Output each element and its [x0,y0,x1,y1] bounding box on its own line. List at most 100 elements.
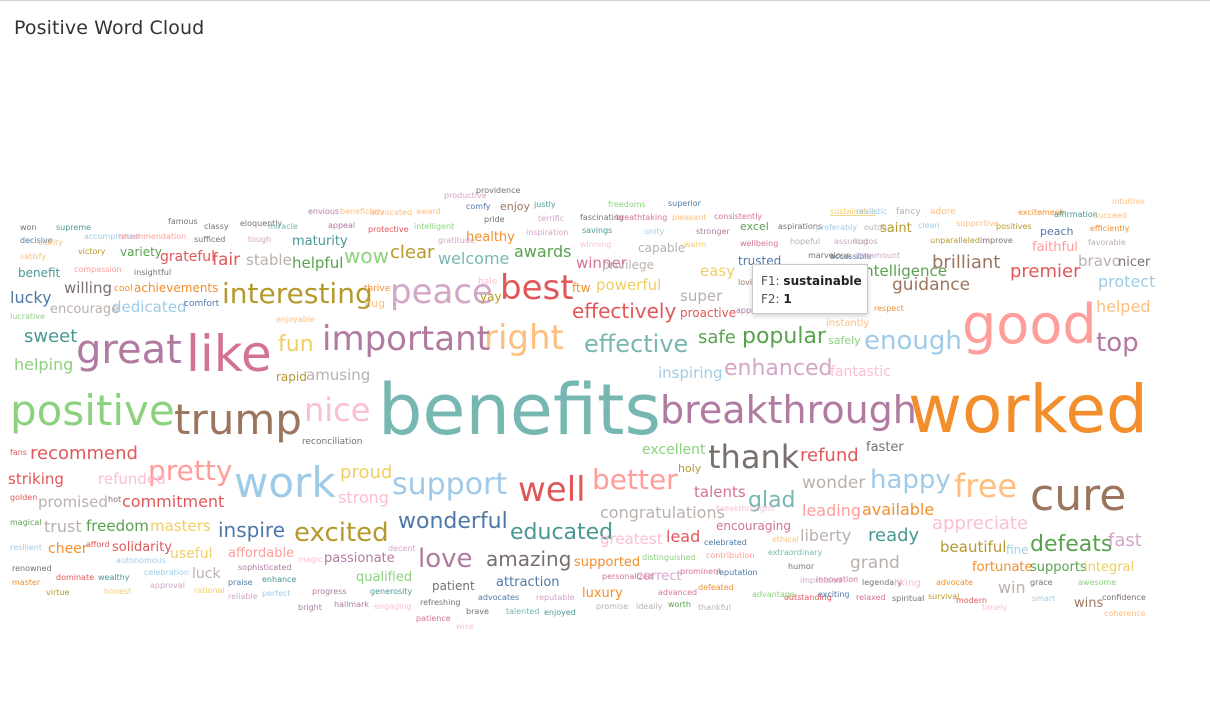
cloud-word-fans[interactable]: fans [10,448,27,457]
cloud-word-hallmark[interactable]: hallmark [334,600,369,609]
cloud-word-coherence[interactable]: coherence [1104,609,1146,618]
cloud-word-reputation[interactable]: reputation [716,568,758,577]
cloud-word-comfort[interactable]: comfort [184,299,220,309]
cloud-word-golden[interactable]: golden [10,493,37,502]
cloud-word-enhance[interactable]: enhance [262,575,296,584]
cloud-word-variety[interactable]: variety [120,245,162,259]
cloud-word-outdo[interactable]: outdo [864,223,887,232]
cloud-word-terrific[interactable]: terrific [538,214,564,223]
cloud-word-fast[interactable]: fast [1108,530,1142,551]
cloud-word-bright[interactable]: bright [298,603,322,612]
cloud-word-win[interactable]: win [998,578,1026,597]
cloud-word-inspire[interactable]: inspire [218,518,285,542]
cloud-word-protect[interactable]: protect [1098,272,1155,291]
cloud-word-beneficiary[interactable]: beneficiary [340,207,385,216]
cloud-word-preferably[interactable]: preferably [816,223,857,232]
cloud-word-unity[interactable]: unity [644,227,665,236]
cloud-word-celebration[interactable]: celebration [144,568,189,577]
cloud-word-victory[interactable]: victory [78,247,106,256]
cloud-word-perfect[interactable]: perfect [262,589,291,598]
cloud-word-autonomous[interactable]: autonomous [116,556,166,565]
cloud-word-succeed[interactable]: succeed [1094,211,1127,220]
cloud-word-refunded[interactable]: refunded [98,470,166,488]
cloud-word-impressed[interactable]: impressed [800,576,841,585]
cloud-word-pleasant[interactable]: pleasant [672,213,706,222]
cloud-word-free[interactable]: free [954,467,1017,505]
cloud-word-positives[interactable]: positives [996,222,1032,231]
cloud-word-fancy[interactable]: fancy [896,207,921,217]
cloud-word-integral[interactable]: integral [1084,560,1134,575]
cloud-word-thank[interactable]: thank [708,438,800,476]
cloud-word-engaging[interactable]: engaging [374,602,411,611]
cloud-word-popular[interactable]: popular [742,324,827,349]
cloud-word-strong[interactable]: strong [338,488,389,507]
cloud-word-top[interactable]: top [1096,328,1139,358]
cloud-word-worth[interactable]: worth [668,600,691,609]
cloud-word-instantly[interactable]: instantly [826,318,869,329]
cloud-word-powerful[interactable]: powerful [596,276,661,294]
cloud-word-realistic[interactable]: realistic [856,207,887,216]
cloud-word-wealthy[interactable]: wealthy [98,573,130,582]
cloud-word-winning[interactable]: winning [580,240,611,249]
cloud-word-cheer[interactable]: cheer [48,541,88,557]
cloud-word-ftw[interactable]: ftw [572,281,591,295]
cloud-word-fantastic[interactable]: fantastic [830,364,891,380]
cloud-word-sophisticated[interactable]: sophisticated [238,563,291,572]
cloud-word-guidance[interactable]: guidance [892,275,970,295]
cloud-word-supreme[interactable]: supreme [56,223,91,232]
cloud-word-grace[interactable]: grace [1030,578,1053,587]
cloud-word-aspirations[interactable]: aspirations [778,222,822,231]
cloud-word-supported[interactable]: supported [574,555,640,570]
cloud-word-encourage[interactable]: encourage [50,302,119,317]
cloud-word-clean[interactable]: clean [918,221,940,230]
cloud-word-legendary[interactable]: legendary [862,578,902,587]
cloud-word-luck[interactable]: luck [192,566,221,582]
cloud-word-dominate[interactable]: dominate [56,573,94,582]
cloud-word-distinguished[interactable]: distinguished [642,553,696,562]
cloud-word-appreciate[interactable]: appreciate [932,513,1028,534]
cloud-word-excellent[interactable]: excellent [642,442,706,458]
cloud-word-appeal[interactable]: appeal [328,221,355,230]
cloud-word-gratitude[interactable]: gratitude [438,236,475,245]
cloud-word-lead[interactable]: lead [666,527,700,546]
cloud-word-achievements[interactable]: achievements [134,281,218,295]
cloud-word-affirmation[interactable]: affirmation [1054,210,1098,219]
cloud-word-best[interactable]: best [500,268,574,308]
cloud-word-happy[interactable]: happy [870,465,951,495]
cloud-word-like[interactable]: like [186,325,272,383]
cloud-word-contribution[interactable]: contribution [706,551,754,560]
cloud-word-fun[interactable]: fun [278,332,314,357]
cloud-word-healthy[interactable]: healthy [466,230,515,245]
cloud-word-commitment[interactable]: commitment [122,492,224,511]
cloud-word-pride[interactable]: pride [484,215,505,224]
cloud-word-protective[interactable]: protective [368,225,409,234]
cloud-word-honest[interactable]: honest [104,587,131,596]
cloud-word-enough[interactable]: enough [864,326,962,356]
cloud-word-progress[interactable]: progress [312,587,347,596]
cloud-word-important[interactable]: important [322,319,490,359]
cloud-word-intelligent[interactable]: intelligent [414,222,454,231]
cloud-word-freedoms[interactable]: freedoms [608,200,646,209]
cloud-word-generosity[interactable]: generosity [370,587,413,596]
cloud-word-brilliant[interactable]: brilliant [932,252,1000,273]
cloud-word-adore[interactable]: adore [930,207,956,217]
cloud-word-talented[interactable]: talented [506,607,539,616]
cloud-word-consistently[interactable]: consistently [714,212,762,221]
cloud-word-educated[interactable]: educated [510,520,613,545]
cloud-word-hale[interactable]: hale [478,277,498,287]
cloud-word-spiritual[interactable]: spiritual [892,594,924,603]
cloud-word-ideally[interactable]: ideally [636,602,663,611]
cloud-word-reliable[interactable]: reliable [228,592,258,601]
cloud-word-advanced[interactable]: advanced [658,588,697,597]
cloud-word-correct[interactable]: correct [636,569,682,584]
cloud-word-recommendation[interactable]: recommendation [118,232,186,241]
cloud-word-favorable[interactable]: favorable [1088,238,1126,247]
cloud-word-awesome[interactable]: awesome [1078,578,1116,587]
cloud-word-virtue[interactable]: virtue [46,588,69,597]
cloud-word-insightful[interactable]: insightful [134,268,171,277]
cloud-word-interesting[interactable]: interesting [222,277,373,310]
cloud-word-glad[interactable]: glad [748,488,796,513]
cloud-word-faster[interactable]: faster [866,440,904,455]
cloud-word-warm[interactable]: warm [684,240,707,249]
cloud-word-humor[interactable]: humor [788,562,815,571]
